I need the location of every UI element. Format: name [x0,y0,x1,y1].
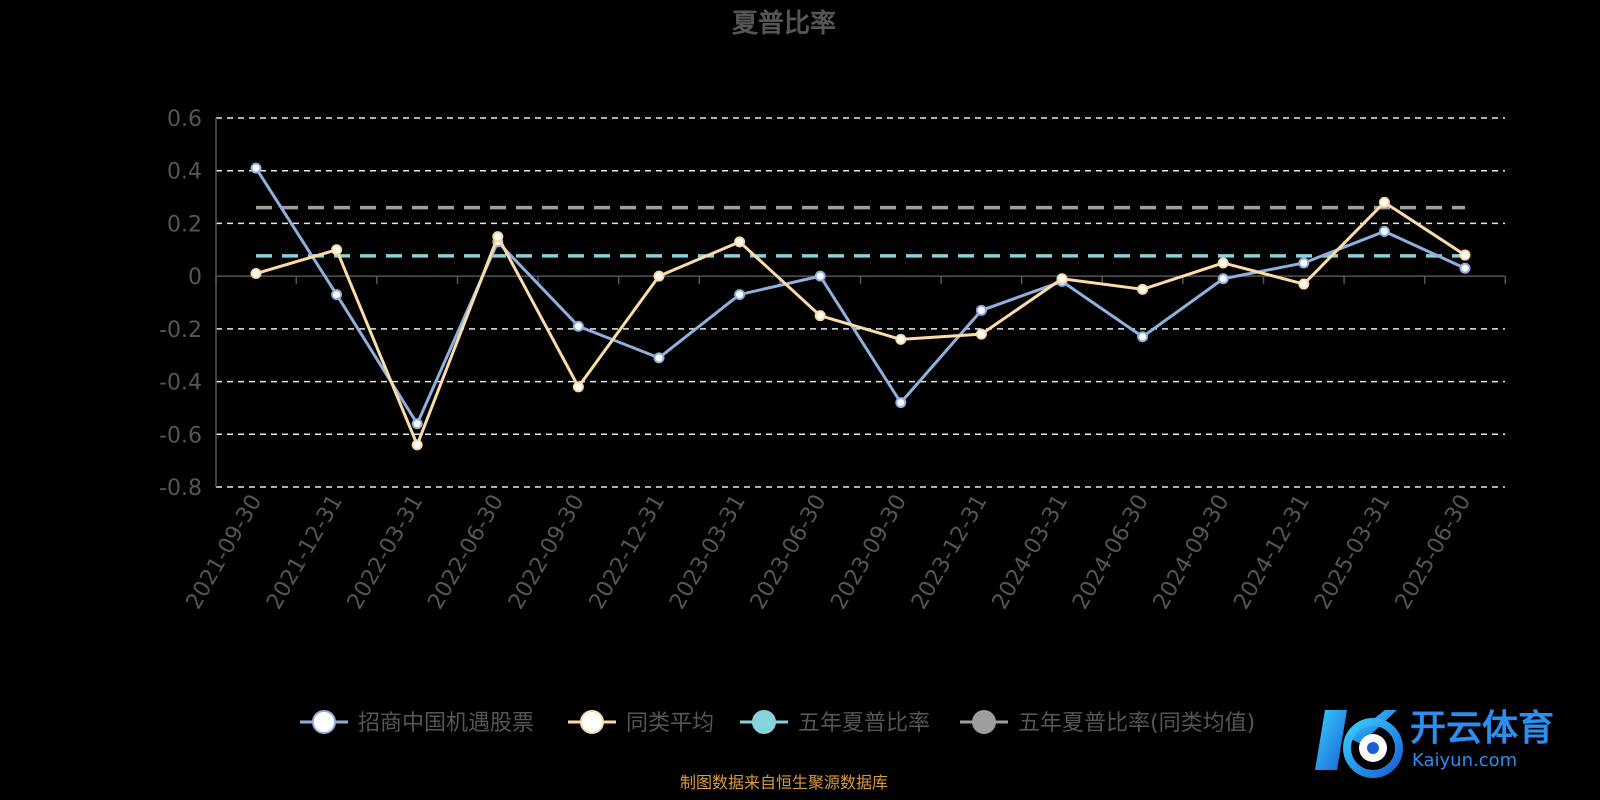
legend-marker [580,710,604,734]
legend-label: 五年夏普比率 [798,711,930,736]
series-line [255,200,1466,447]
x-tick-label: 2024-09-30 [1149,491,1235,614]
data-point [1459,249,1471,261]
data-point [1137,331,1149,343]
x-tick-label: 2022-09-30 [504,491,590,614]
data-point [975,328,987,340]
data-point [814,270,826,282]
source-note: 制图数据来自恒生聚源数据库 [680,773,888,792]
x-tick-label: 2023-09-30 [826,491,912,614]
series-layer [250,162,1471,451]
x-tick-label: 2021-12-31 [262,491,348,614]
y-tick-label: -0.8 [159,476,202,501]
x-tick-label: 2022-06-30 [423,491,509,614]
y-tick-label: 0.4 [167,160,202,185]
data-point [250,162,262,174]
y-tick-label: 0 [188,265,202,290]
data-point [1378,225,1390,237]
data-point [1217,273,1229,285]
x-tick-label: 2023-03-31 [665,491,751,614]
data-point [572,381,584,393]
data-point [814,310,826,322]
data-point [734,236,746,248]
legend-label: 同类平均 [626,711,714,736]
x-tick-label: 2024-03-31 [988,491,1074,614]
data-point [250,268,262,280]
x-tick-label: 2025-06-30 [1391,491,1477,614]
logo-name: 开云体育 [1410,708,1554,749]
y-tick-label: 0.2 [167,212,202,237]
legend-marker [972,710,996,734]
data-point [653,270,665,282]
axes: 0.6 0.4 0.2 0 -0.2 -0.4 -0.6 -0.82021-09-302021… [159,107,1507,614]
y-tick-label: 0.6 [167,107,202,132]
data-point [411,418,423,430]
x-tick-label: 2024-06-30 [1068,491,1154,614]
data-point [572,320,584,332]
data-point [1056,273,1068,285]
y-tick-label: -0.4 [159,371,202,396]
data-point [492,231,504,243]
x-tick-label: 2023-06-30 [746,491,832,614]
data-point [411,439,423,451]
x-tick-label: 2022-03-31 [343,491,429,614]
grid [216,117,1505,488]
legend-label: 五年夏普比率(同类均值) [1018,711,1255,736]
x-tick-label: 2021-09-30 [182,491,268,614]
data-point [1298,278,1310,290]
chart-title: 夏普比率 [732,8,836,39]
x-tick-label: 2022-12-31 [585,491,671,614]
data-point [331,244,343,256]
brand-logo: 开云体育 Kaiyun.com [1315,708,1554,778]
data-point [975,304,987,316]
data-point [734,289,746,301]
data-point [1298,257,1310,269]
logo-domain: Kaiyun.com [1412,750,1517,771]
x-tick-label: 2024-12-31 [1229,491,1315,614]
data-point [1378,196,1390,208]
x-tick-label: 2025-03-31 [1310,491,1396,614]
data-point [1217,257,1229,269]
data-point [1459,262,1471,274]
data-point [331,289,343,301]
data-point [895,397,907,409]
data-point [653,352,665,364]
series-line [254,167,1466,426]
x-tick-label: 2023-12-31 [907,491,993,614]
y-tick-label: -0.2 [159,318,202,343]
legend-marker [312,710,336,734]
legend-label: 招商中国机遇股票 [358,711,534,736]
legend-marker [752,710,776,734]
data-point [1137,283,1149,295]
data-point [895,333,907,345]
legend: 招商中国机遇股票 同类平均 五年夏普比率 五年夏普比率(同类均值) [300,710,1255,736]
y-tick-label: -0.6 [159,423,202,448]
